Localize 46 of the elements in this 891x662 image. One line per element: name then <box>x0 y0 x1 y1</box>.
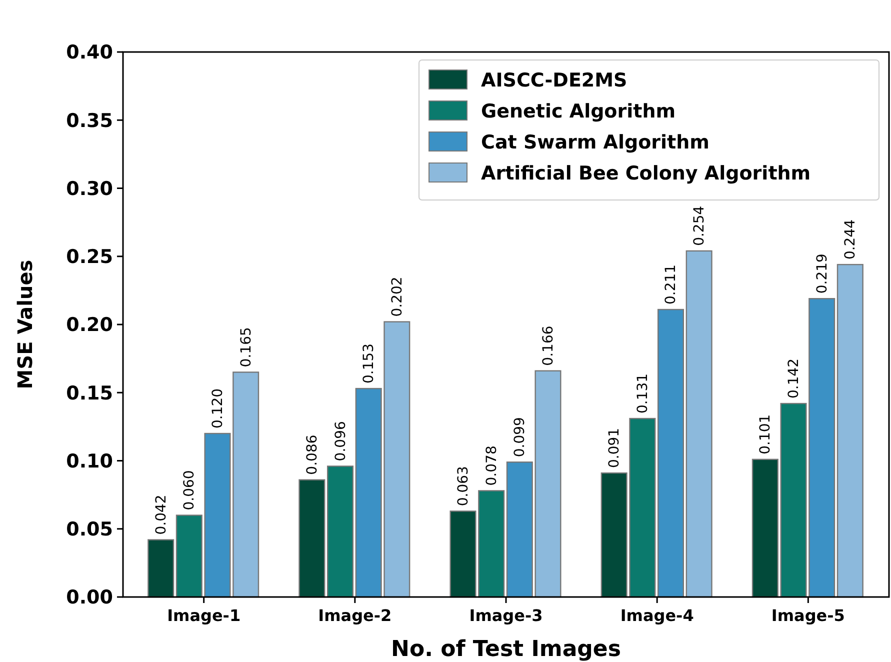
data-label: 0.091 <box>606 428 623 468</box>
legend-label: AISCC-DE2MS <box>481 70 628 92</box>
y-axis-title: MSE Values <box>13 260 37 390</box>
y-tick-label: 0.40 <box>66 42 113 64</box>
x-tick-label: Image-5 <box>771 606 845 625</box>
y-tick-label: 0.10 <box>66 450 113 472</box>
data-label: 0.166 <box>540 326 556 366</box>
bar <box>148 539 174 598</box>
data-label: 0.153 <box>361 343 378 384</box>
y-tick-label: 0.00 <box>66 586 113 609</box>
data-label: 0.099 <box>512 417 528 458</box>
y-tick-label: 0.30 <box>66 178 113 200</box>
data-label: 0.244 <box>842 219 859 260</box>
x-tick-label: Image-2 <box>318 606 392 625</box>
data-label: 0.101 <box>758 414 774 454</box>
data-label: 0.086 <box>304 434 320 475</box>
x-tick-label: Image-4 <box>620 606 694 625</box>
x-tick-label: Image-3 <box>469 606 543 625</box>
bar <box>686 250 712 598</box>
y-tick-label: 0.15 <box>66 382 113 404</box>
legend-label: Cat Swarm Algorithm <box>481 132 710 154</box>
bar <box>298 479 326 598</box>
data-label: 0.042 <box>153 494 170 535</box>
data-label: 0.165 <box>238 327 254 368</box>
data-label: 0.096 <box>332 421 349 462</box>
y-tick-label: 0.35 <box>66 110 113 132</box>
data-label: 0.142 <box>786 358 802 399</box>
data-label: 0.078 <box>484 446 500 486</box>
bar <box>326 466 354 598</box>
y-tick-label: 0.25 <box>66 246 113 268</box>
legend-label: Genetic Algorithm <box>481 100 676 123</box>
x-tick-label: Image-1 <box>167 606 241 625</box>
data-label: 0.219 <box>814 254 830 294</box>
data-label: 0.120 <box>210 388 226 428</box>
data-label: 0.131 <box>634 373 651 414</box>
bar <box>836 264 864 598</box>
bar <box>657 308 684 598</box>
data-label: 0.060 <box>182 470 198 510</box>
data-label: 0.211 <box>663 264 680 305</box>
data-label: 0.063 <box>456 466 472 506</box>
y-tick-label: 0.05 <box>66 518 113 541</box>
x-axis-title: No. of Test Images <box>391 637 621 662</box>
data-label: 0.254 <box>692 206 708 246</box>
y-tick-label: 0.20 <box>66 314 113 336</box>
legend-label: Artificial Bee Colony Algorithm <box>481 162 811 185</box>
data-label: 0.202 <box>389 276 406 317</box>
